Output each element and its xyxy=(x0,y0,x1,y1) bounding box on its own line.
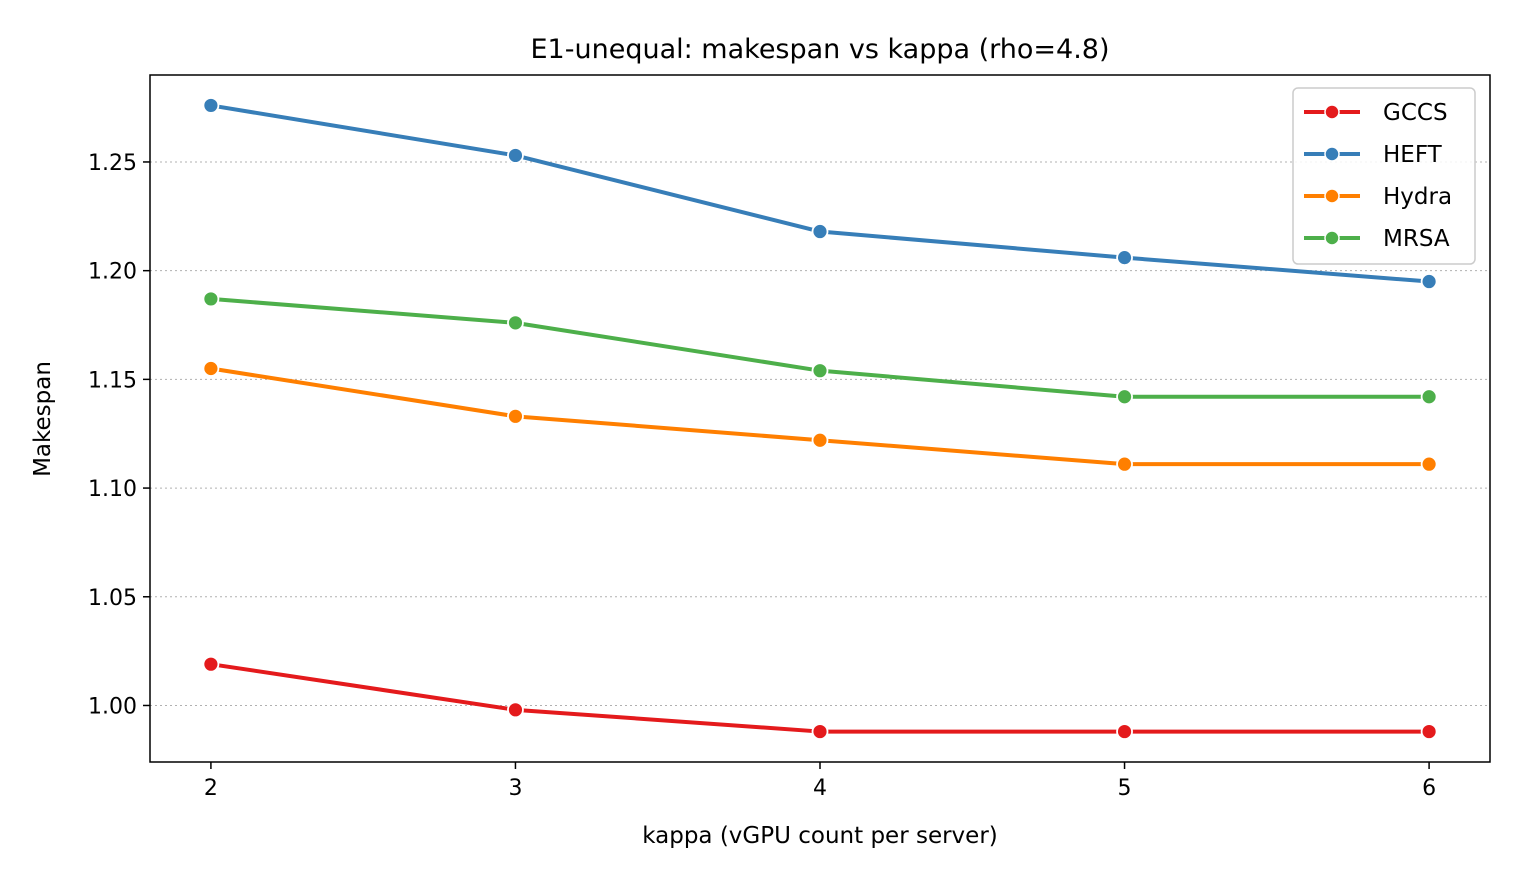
legend-swatch-marker xyxy=(1324,230,1340,246)
legend-label: Hydra xyxy=(1383,184,1452,210)
x-tick-label: 5 xyxy=(1118,776,1132,801)
y-tick-label: 1.10 xyxy=(88,477,137,502)
data-point-hydra xyxy=(1116,455,1133,473)
legend-label: MRSA xyxy=(1383,226,1450,252)
series-group xyxy=(202,97,1438,740)
data-point-heft xyxy=(811,223,829,240)
data-point-gccs xyxy=(811,723,829,740)
legend-swatch-marker xyxy=(1324,188,1340,204)
series-mrsa xyxy=(202,290,1438,406)
plot-frame xyxy=(149,74,1491,763)
data-point-hydra xyxy=(507,407,524,425)
y-tick-label: 1.00 xyxy=(88,694,137,719)
data-point-heft xyxy=(1116,249,1133,267)
y-tick-label: 1.25 xyxy=(88,151,137,176)
data-point-hydra xyxy=(811,431,829,449)
series-heft xyxy=(202,97,1438,290)
y-tick-label: 1.20 xyxy=(88,260,137,285)
legend-item-heft: HEFT xyxy=(1304,142,1443,168)
data-point-hydra xyxy=(1420,455,1438,473)
y-axis-label: Makespan xyxy=(30,361,56,477)
legend-item-mrsa: MRSA xyxy=(1304,226,1450,252)
x-tick-label: 4 xyxy=(813,776,827,801)
series-hydra xyxy=(202,360,1438,473)
series-line-mrsa xyxy=(208,296,1432,399)
y-tick-label: 1.15 xyxy=(88,368,137,393)
chart-title: E1-unequal: makespan vs kappa (rho=4.8) xyxy=(531,34,1110,65)
series-line-gccs xyxy=(208,662,1432,734)
legend-box xyxy=(1292,87,1476,265)
data-point-mrsa xyxy=(811,362,829,380)
y-tick-label: 1.05 xyxy=(88,586,137,611)
data-point-gccs xyxy=(507,701,524,719)
data-point-mrsa xyxy=(507,314,524,332)
legend-label: GCCS xyxy=(1383,100,1448,126)
data-point-mrsa xyxy=(202,290,220,308)
data-point-heft xyxy=(507,147,524,164)
data-point-hydra xyxy=(202,360,220,377)
legend: GCCS HEFT Hydra MRSA xyxy=(1292,87,1476,265)
legend-swatch-marker xyxy=(1324,146,1340,162)
data-point-mrsa xyxy=(1420,388,1438,406)
legend-label: HEFT xyxy=(1383,142,1443,168)
legend-item-gccs: GCCS xyxy=(1304,100,1448,126)
legend-swatch-marker xyxy=(1324,104,1340,120)
x-tick-label: 3 xyxy=(508,776,522,801)
x-tick-label: 6 xyxy=(1422,776,1436,801)
series-line-hydra xyxy=(208,366,1432,467)
series-gccs xyxy=(202,655,1438,740)
data-point-gccs xyxy=(1420,723,1438,740)
series-line-heft xyxy=(208,103,1432,284)
data-point-heft xyxy=(1420,273,1438,290)
data-point-gccs xyxy=(1116,723,1133,740)
y-axis-ticks: 1.00 1.05 1.10 1.15 1.20 1.25 xyxy=(88,151,150,719)
data-point-mrsa xyxy=(1116,388,1133,406)
x-axis-ticks: 2 3 4 5 6 xyxy=(204,762,1436,801)
data-point-gccs xyxy=(202,655,220,673)
x-axis-label: kappa (vGPU count per server) xyxy=(642,823,998,849)
x-tick-label: 2 xyxy=(204,776,218,801)
data-point-heft xyxy=(202,97,220,114)
legend-item-hydra: Hydra xyxy=(1304,184,1452,210)
